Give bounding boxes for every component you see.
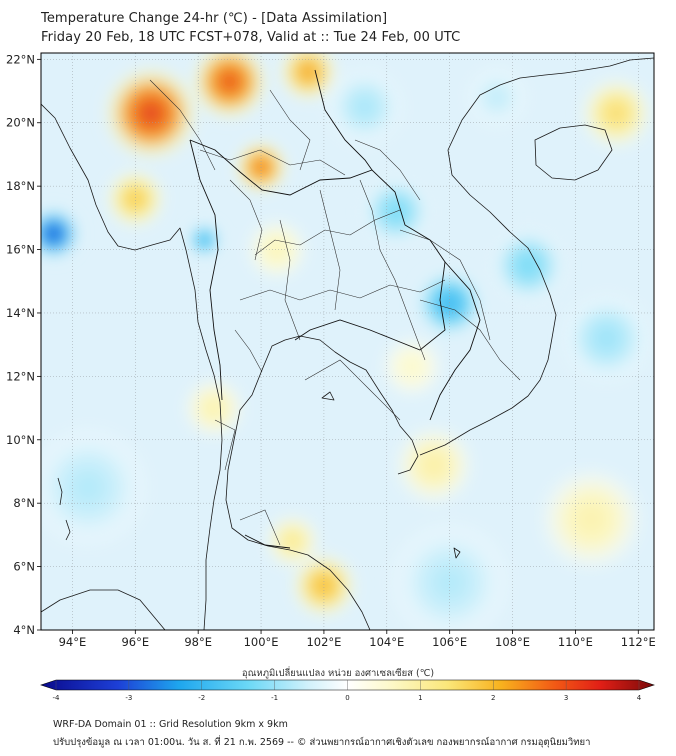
anomaly-blob xyxy=(559,291,654,386)
colorbar-scale xyxy=(40,679,655,691)
y-tick-label: 12°N xyxy=(6,369,35,383)
anomaly-blob xyxy=(537,465,645,573)
map-plot-area xyxy=(41,53,654,630)
x-tick-label: 108°E xyxy=(495,635,530,649)
anomaly-blob xyxy=(276,53,340,104)
colorbar-ticks: -4 -3 -2 -1 0 1 2 3 4 xyxy=(53,680,642,702)
colorbar-tick-label: 4 xyxy=(637,694,642,702)
map-title: Temperature Change 24-hr (℃) - [Data Ass… xyxy=(41,11,388,26)
anomaly-blob xyxy=(411,265,488,342)
map-subtitle: Friday 20 Feb, 18 UTC FCST+078, Valid at… xyxy=(41,30,461,45)
anomaly-blob xyxy=(393,424,475,507)
anomaly-blob xyxy=(465,65,529,129)
country-borders xyxy=(189,69,481,549)
x-tick-label: 102°E xyxy=(306,635,341,649)
anomaly-blob xyxy=(41,424,152,551)
colorbar-tick-label: 0 xyxy=(345,694,349,702)
gridlines xyxy=(41,53,654,630)
y-tick-label: 4°N xyxy=(13,623,35,637)
anomaly-blob xyxy=(264,512,321,570)
y-tick-label: 10°N xyxy=(6,433,35,447)
colorbar-tick-label: -3 xyxy=(125,694,132,702)
anomaly-blob xyxy=(323,66,406,148)
anomaly-blob xyxy=(41,205,82,262)
colorbar-tick-label: 3 xyxy=(564,694,568,702)
anomaly-field xyxy=(41,53,654,630)
colorbar-tick-label: -4 xyxy=(53,694,61,702)
anomaly-blob xyxy=(386,519,513,630)
x-tick-label: 106°E xyxy=(432,635,467,649)
y-tick-label: 6°N xyxy=(13,560,35,574)
anomaly-blob xyxy=(100,62,202,164)
colorbar-tick-label: 1 xyxy=(418,694,422,702)
anomaly-blob xyxy=(380,335,444,399)
footer-credit: ปรับปรุงข้อมูล ณ เวลา 01:00น. วัน ส. ที่… xyxy=(53,737,591,748)
y-tick-label: 20°N xyxy=(6,116,35,130)
y-tick-label: 18°N xyxy=(6,179,35,193)
x-tick-label: 110°E xyxy=(558,635,593,649)
anomaly-blob xyxy=(578,75,654,151)
anomaly-blob xyxy=(188,53,271,123)
anomaly-blob xyxy=(487,224,570,307)
map-frame xyxy=(40,52,655,631)
y-tick-label: 8°N xyxy=(13,496,35,510)
x-tick-label: 98°E xyxy=(184,635,212,649)
colorbar-tick-label: 2 xyxy=(491,694,495,702)
anomaly-blob xyxy=(103,167,167,231)
temperature-map: 94°E 96°E 98°E 100°E 102°E 104°E 106°E 108°E 110… xyxy=(6,52,656,649)
y-axis: 22°N 20°N 18°N 16°N 14°N 12°N 10°N 8°N 6°N 4°N xyxy=(6,52,41,637)
x-tick-label: 94°E xyxy=(59,635,87,649)
y-tick-label: 22°N xyxy=(6,52,35,66)
colorbar-tick-label: -2 xyxy=(198,694,205,702)
y-tick-label: 16°N xyxy=(6,243,35,257)
anomaly-blob xyxy=(289,551,359,621)
anomaly-blob xyxy=(185,221,224,259)
footer-model-info: WRF-DA Domain 01 :: Grid Resolution 9km … xyxy=(53,719,288,730)
colorbar-title: อุณหภูมิเปลี่ยนแปลง หน่วย องศาเซลเซียส (… xyxy=(241,668,435,679)
province-borders xyxy=(149,79,521,546)
x-tick-label: 104°E xyxy=(369,635,404,649)
y-tick-label: 14°N xyxy=(6,306,35,320)
x-tick-label: 100°E xyxy=(244,635,279,649)
x-tick-label: 112°E xyxy=(621,635,656,649)
x-axis: 94°E 96°E 98°E 100°E 102°E 104°E 106°E 108°E 110… xyxy=(59,630,656,649)
x-tick-label: 96°E xyxy=(121,635,149,649)
coastlines xyxy=(41,57,654,630)
colorbar-tick-label: -1 xyxy=(271,694,278,702)
